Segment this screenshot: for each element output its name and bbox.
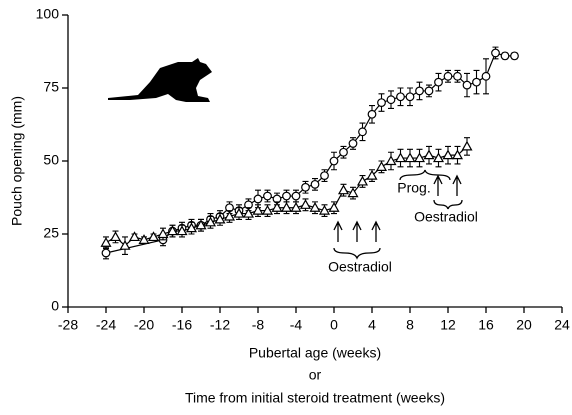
point xyxy=(377,98,386,107)
annotation: Oestradiol xyxy=(414,209,478,225)
kangaroo-icon xyxy=(108,58,212,102)
point xyxy=(263,191,272,201)
x-tick-label: -8 xyxy=(252,317,265,333)
point xyxy=(472,77,481,87)
x-tick-label: 0 xyxy=(330,317,338,333)
point xyxy=(214,213,226,224)
point xyxy=(109,231,122,242)
point xyxy=(195,219,207,230)
x-tick-label: 4 xyxy=(368,317,376,333)
point xyxy=(386,95,396,105)
point xyxy=(404,152,416,163)
point xyxy=(375,161,388,171)
point xyxy=(328,201,340,212)
point xyxy=(261,204,274,215)
point xyxy=(347,187,359,198)
point xyxy=(253,194,263,204)
point xyxy=(366,169,378,180)
x-tick-label: 8 xyxy=(406,317,414,333)
point xyxy=(291,191,301,201)
point xyxy=(204,216,217,227)
point xyxy=(185,222,198,233)
y-tick-label: 25 xyxy=(43,225,59,241)
point xyxy=(396,92,405,102)
y-axis-label: Pouch opening (mm) xyxy=(9,96,25,226)
point xyxy=(500,51,510,61)
point xyxy=(434,77,443,87)
point xyxy=(394,152,407,163)
point xyxy=(309,201,321,212)
point xyxy=(280,201,293,212)
x-tick-label: -24 xyxy=(96,317,116,333)
point xyxy=(462,80,472,90)
point xyxy=(405,92,415,102)
point xyxy=(318,204,331,215)
point xyxy=(510,51,519,61)
x-tick-label: 20 xyxy=(516,317,532,333)
point xyxy=(242,207,255,218)
point xyxy=(461,140,473,151)
x-tick-label: -28 xyxy=(58,317,78,333)
point xyxy=(329,156,339,166)
point xyxy=(443,71,453,81)
point xyxy=(166,225,179,236)
point xyxy=(385,155,397,166)
x-tick-label: -16 xyxy=(172,317,192,333)
point xyxy=(101,248,111,258)
point xyxy=(233,207,245,218)
point xyxy=(337,184,350,195)
x-tick-label: -12 xyxy=(210,317,230,333)
y-tick-label: 0 xyxy=(51,298,59,314)
point xyxy=(282,191,291,201)
point xyxy=(252,204,264,215)
x-axis-label: Time from initial steroid treatment (wee… xyxy=(185,390,445,406)
point xyxy=(415,86,424,96)
y-tick-label: 75 xyxy=(43,79,59,95)
point xyxy=(432,152,445,163)
point xyxy=(367,109,377,119)
point xyxy=(157,228,169,239)
point xyxy=(481,71,491,81)
x-tick-label: 24 xyxy=(554,317,570,333)
point xyxy=(413,152,426,163)
point xyxy=(453,71,462,81)
point xyxy=(356,175,369,186)
point xyxy=(176,225,188,236)
point xyxy=(223,210,236,221)
point xyxy=(310,179,320,189)
x-axis-label: Pubertal age (weeks) xyxy=(249,345,381,361)
point xyxy=(424,86,434,96)
point xyxy=(423,149,435,160)
point xyxy=(301,182,310,192)
point xyxy=(147,231,160,242)
point xyxy=(299,199,312,209)
y-tick-label: 100 xyxy=(36,6,60,22)
x-tick-label: 12 xyxy=(440,317,456,333)
x-tick-label: -20 xyxy=(134,317,154,333)
x-axis-label: or xyxy=(309,367,322,383)
point xyxy=(119,239,131,250)
point xyxy=(451,149,464,160)
x-tick-label: 16 xyxy=(478,317,494,333)
point xyxy=(138,234,150,244)
annotation: Prog. xyxy=(397,180,430,196)
point xyxy=(100,237,112,247)
point xyxy=(491,48,500,58)
y-tick-label: 50 xyxy=(43,152,59,168)
annotation-arrows xyxy=(333,169,463,260)
point xyxy=(348,139,358,148)
point xyxy=(442,149,454,160)
point xyxy=(128,231,141,242)
point xyxy=(339,147,348,157)
x-tick-label: -4 xyxy=(290,317,303,333)
point xyxy=(271,201,283,212)
point xyxy=(320,171,329,181)
point xyxy=(290,201,302,212)
annotation: Oestradiol xyxy=(328,259,392,275)
point xyxy=(358,127,367,137)
